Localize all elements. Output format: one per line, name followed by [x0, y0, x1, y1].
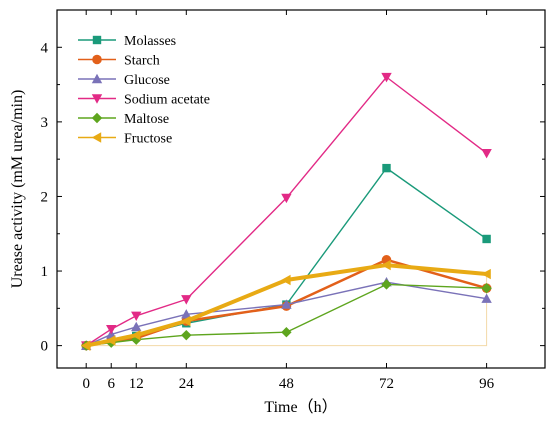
sodium-acetate-point-96	[481, 149, 492, 159]
x-tick-label-0: 0	[82, 376, 90, 392]
plot-area	[80, 72, 492, 351]
y-axis-title: Urease activity (mM urea/min)	[9, 90, 26, 289]
y-tick-label-3: 3	[41, 115, 49, 131]
legend-entry-sodium-acetate: Sodium acetate	[78, 93, 210, 108]
legend-label-glucose: Glucose	[124, 73, 170, 88]
sodium-acetate-point-48	[281, 193, 292, 204]
legend-entry-starch: Starch	[78, 54, 160, 69]
fructose-point-72	[381, 259, 391, 271]
glucose-point-48	[281, 299, 292, 309]
sodium-acetate-point-72	[381, 72, 392, 83]
x-tick-label-24: 24	[179, 376, 195, 392]
x-tick-label-12: 12	[129, 376, 144, 392]
legend-label-maltose: Maltose	[124, 112, 169, 127]
molasses-point-72	[382, 163, 391, 173]
molasses-point-96	[482, 234, 491, 244]
maltose-point-48	[281, 327, 292, 338]
series-molasses	[81, 163, 491, 350]
x-axis-title: Time（h）	[264, 398, 337, 416]
legend-label-starch: Starch	[124, 54, 160, 69]
x-tick-label-96: 96	[479, 376, 495, 392]
x-tick-label-6: 6	[107, 376, 115, 392]
glucose-point-24	[181, 309, 192, 319]
fructose-point-6	[106, 335, 116, 346]
y-tick-label-1: 1	[41, 264, 49, 280]
legend-marker-fructose	[91, 132, 102, 143]
y-tick-label-2: 2	[41, 189, 49, 205]
legend-entry-maltose: Maltose	[78, 112, 169, 127]
legend: Molasses Starch Glucose Sodium acetate Malto…	[78, 34, 210, 147]
legend-label-fructose: Fructose	[124, 132, 172, 147]
sodium-acetate-point-24	[181, 295, 192, 305]
maltose-point-24	[181, 329, 192, 341]
legend-marker-maltose	[91, 112, 103, 124]
glucose-point-96	[481, 293, 492, 303]
y-tick-label-0: 0	[41, 339, 49, 355]
fructose-point-48	[281, 274, 291, 286]
fructose-point-0	[80, 340, 91, 351]
maltose-point-96	[481, 282, 492, 294]
fructose-point-96	[481, 268, 491, 280]
maltose-point-72	[381, 279, 392, 290]
legend-marker-molasses	[92, 35, 102, 45]
legend-entry-glucose: Glucose	[78, 73, 170, 88]
sodium-acetate-point-6	[106, 325, 117, 335]
legend-label-molasses: Molasses	[124, 34, 176, 49]
glucose-point-12	[131, 321, 142, 332]
legend-marker-sodium-acetate	[91, 94, 103, 104]
x-tick-label-72: 72	[379, 376, 394, 392]
plot-frame	[56, 9, 546, 369]
fructose-point-24	[181, 315, 191, 327]
legend-entry-fructose: Fructose	[78, 132, 172, 147]
sodium-acetate-point-12	[131, 311, 142, 321]
series-fructose	[80, 259, 491, 351]
y-tick-label-4: 4	[41, 40, 49, 56]
legend-label-sodium-acetate: Sodium acetate	[124, 93, 210, 108]
legend-marker-starch	[92, 54, 102, 65]
fructose-point-12	[131, 329, 141, 341]
legend-entry-molasses: Molasses	[78, 34, 176, 49]
x-tick-label-48: 48	[279, 376, 294, 392]
legend-marker-glucose	[91, 73, 103, 84]
